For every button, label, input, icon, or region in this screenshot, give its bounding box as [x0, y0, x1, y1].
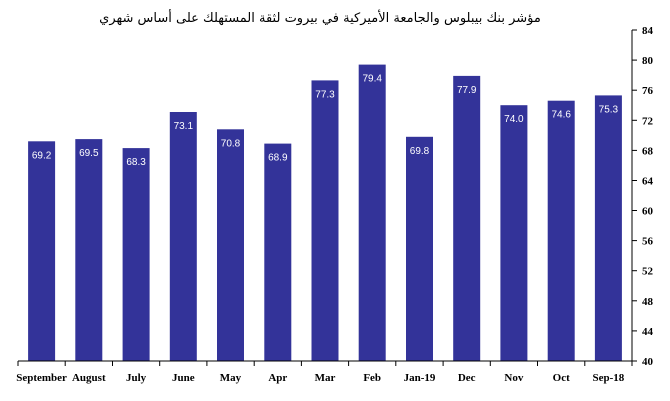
x-tick-label-1: August [72, 372, 106, 384]
bar-6 [311, 80, 339, 362]
y-tick-label-0: 40 [642, 356, 654, 368]
value-label-12: 75.3 [599, 104, 619, 115]
x-tick-label-12: Sep-18 [593, 372, 625, 384]
bar-2 [122, 148, 150, 361]
y-tick-label-9: 76 [642, 85, 654, 97]
x-tick-label-8: Jan-19 [404, 372, 436, 384]
bar-1 [75, 139, 103, 361]
x-tick-label-10: Nov [504, 372, 523, 384]
value-label-11: 74.6 [551, 110, 571, 121]
bar-12 [594, 95, 622, 362]
value-label-8: 69.8 [410, 146, 430, 157]
y-tick-label-11: 84 [642, 25, 654, 37]
bar-4 [217, 129, 244, 361]
value-label-9: 77.9 [457, 85, 477, 96]
chart-title: مؤشر بنك بيبلوس والجامعة الأميركية في بي… [99, 9, 541, 26]
x-tick-label-3: June [172, 372, 195, 384]
value-label-7: 79.4 [362, 74, 382, 85]
value-label-10: 74.0 [504, 114, 524, 125]
y-tick-label-2: 48 [642, 296, 654, 308]
bar-3 [169, 112, 197, 361]
bar-10 [500, 105, 528, 361]
axis-layer: September August July June May Apr Mar Feb Jan-1… [16, 25, 653, 384]
x-tick-label-11: Oct [553, 372, 570, 384]
y-tick-label-5: 60 [642, 206, 654, 218]
value-label-4: 70.8 [221, 138, 241, 149]
y-tick-label-10: 80 [642, 55, 654, 67]
y-tick-label-6: 64 [642, 176, 654, 188]
bar-7 [358, 64, 386, 361]
bar-8 [406, 136, 433, 361]
x-tick-label-2: July [126, 372, 147, 384]
x-tick-label-5: Apr [268, 372, 287, 384]
bar-0 [28, 141, 56, 361]
bar-9 [453, 75, 481, 362]
y-tick-label-7: 68 [642, 145, 654, 157]
x-tick-label-0: September [16, 372, 67, 384]
value-label-0: 69.2 [32, 150, 52, 161]
x-tick-label-7: Feb [363, 372, 381, 384]
bar-11 [547, 100, 575, 361]
value-label-1: 69.5 [79, 148, 99, 159]
y-tick-label-3: 52 [642, 266, 654, 278]
bar-5 [264, 143, 292, 361]
value-label-3: 73.1 [174, 121, 194, 132]
x-tick-label-6: Mar [315, 372, 336, 384]
y-tick-label-8: 72 [642, 115, 654, 127]
y-tick-label-1: 44 [642, 326, 654, 338]
value-label-6: 77.3 [315, 89, 335, 100]
x-tick-label-4: May [220, 372, 242, 384]
y-tick-label-4: 56 [642, 236, 654, 248]
x-tick-label-9: Dec [458, 372, 476, 384]
value-label-2: 68.3 [126, 157, 146, 168]
bars-layer: 69.2 69.5 68.3 73.1 70.8 68.9 77.3 79.4 69.8 77.9… [28, 64, 622, 362]
value-label-5: 68.9 [268, 153, 288, 164]
